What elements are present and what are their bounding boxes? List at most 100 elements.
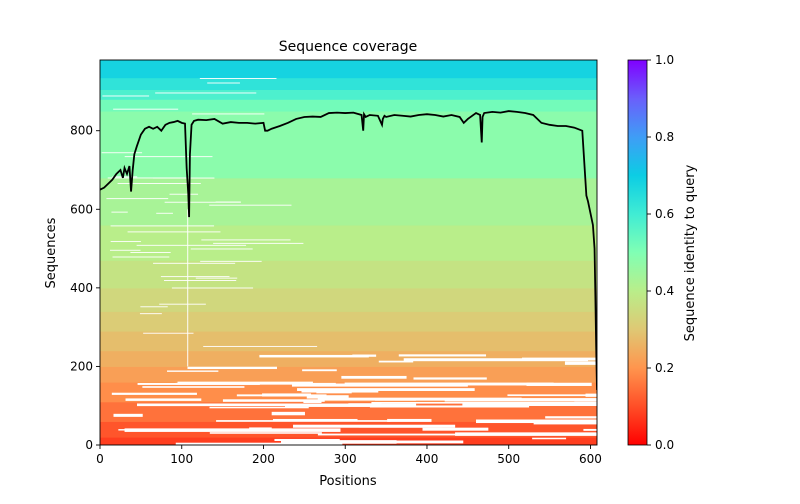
gap-row [455, 432, 597, 436]
gap-row [125, 398, 202, 401]
gap-row [302, 369, 337, 372]
gap-row [398, 354, 487, 357]
y-tick-label: 0 [85, 438, 93, 452]
gap-row [297, 388, 475, 391]
gap-line [200, 260, 262, 262]
coverage-line [100, 110, 597, 391]
gap-line [117, 182, 201, 184]
gap-line [112, 256, 170, 258]
gap-row [317, 397, 522, 401]
identity-band-6 [100, 331, 597, 352]
x-tick-label: 400 [416, 452, 439, 466]
gap-row [167, 370, 219, 372]
gap-row [369, 405, 530, 408]
gap-line [139, 313, 162, 315]
gap-line [207, 82, 240, 84]
gap-line [112, 176, 138, 178]
gap-row [259, 354, 369, 358]
coverage-heatmap [100, 60, 597, 445]
gap-line [140, 306, 168, 308]
gap-row [545, 416, 597, 419]
colorbar-tick-label: 1.0 [655, 53, 674, 67]
gap-line [163, 280, 237, 281]
gap-line [209, 204, 292, 206]
gap-row [216, 420, 391, 422]
identity-band-10 [100, 225, 597, 261]
gap-line [215, 201, 241, 203]
x-axis-label: Positions [319, 474, 377, 489]
gap-line [164, 201, 241, 203]
identity-band-4 [100, 366, 597, 383]
gap-row [569, 419, 587, 423]
gap-row [532, 437, 567, 440]
gap-line [136, 244, 247, 246]
gap-line [169, 193, 199, 195]
gap-row [413, 377, 487, 380]
colorbar-label: Sequence identity to query [683, 164, 698, 341]
gap-line [155, 92, 257, 94]
gap-row [280, 440, 397, 444]
gap-row [403, 358, 589, 362]
gap-line [171, 287, 254, 289]
gap-row [222, 399, 325, 402]
gap-row [209, 406, 309, 409]
gap-row [118, 429, 153, 431]
x-tick-label: 300 [334, 452, 357, 466]
gap-row [371, 401, 580, 404]
colorbar-tick-label: 0.6 [655, 207, 674, 221]
gap-line [201, 239, 291, 241]
identity-band-13 [100, 99, 597, 112]
gap-line [195, 277, 238, 279]
gap-line [153, 262, 236, 264]
gap-row [387, 418, 432, 422]
gap-line [127, 231, 221, 233]
gap-line [106, 198, 169, 200]
gap-row [317, 433, 538, 436]
gap-line [160, 276, 230, 278]
x-tick-label: 600 [579, 452, 602, 466]
identity-band-16 [100, 60, 597, 79]
gap-row [533, 422, 597, 425]
gap-line [199, 78, 277, 79]
gap-row [422, 427, 489, 431]
y-tick-label: 800 [70, 124, 93, 138]
gap-row [175, 442, 343, 445]
gap-line [113, 108, 179, 110]
colorbar-tick-label: 0.4 [655, 284, 674, 298]
gap-line [110, 249, 141, 251]
gap-row [462, 402, 551, 406]
x-tick-label: 200 [252, 452, 275, 466]
gap-line [107, 177, 186, 179]
gap-row [272, 418, 358, 421]
gap-line [130, 252, 171, 253]
heatmap-gaps [101, 78, 597, 445]
colorbar [627, 59, 648, 446]
y-tick-label: 600 [70, 202, 93, 216]
gap-row [306, 395, 349, 399]
gap-line [213, 242, 304, 244]
identity-band-8 [100, 287, 597, 312]
gap-row [352, 354, 377, 357]
identity-band-9 [100, 260, 597, 289]
gap-row [476, 419, 597, 424]
identity-band-14 [100, 89, 597, 100]
gap-line [110, 241, 141, 243]
gap-row [274, 438, 340, 442]
colorbar-ticks: 0.0 0.2 0.4 0.6 0.8 1.0 [647, 53, 674, 452]
gap-line [110, 225, 215, 227]
gap-row [142, 386, 245, 388]
gap-line [102, 95, 150, 97]
gap-row [209, 432, 322, 434]
gap-row [574, 401, 597, 405]
y-axis: 0 200 400 600 800 [70, 124, 100, 452]
identity-band-11 [100, 177, 597, 226]
gap-line [156, 212, 173, 214]
gap-line [190, 248, 253, 250]
y-tick-label: 400 [70, 281, 93, 295]
gap-row [358, 426, 443, 428]
y-axis-label: Sequences [44, 217, 59, 288]
gap-row [137, 403, 361, 407]
gap-line [101, 152, 143, 154]
gap-line [143, 332, 194, 334]
